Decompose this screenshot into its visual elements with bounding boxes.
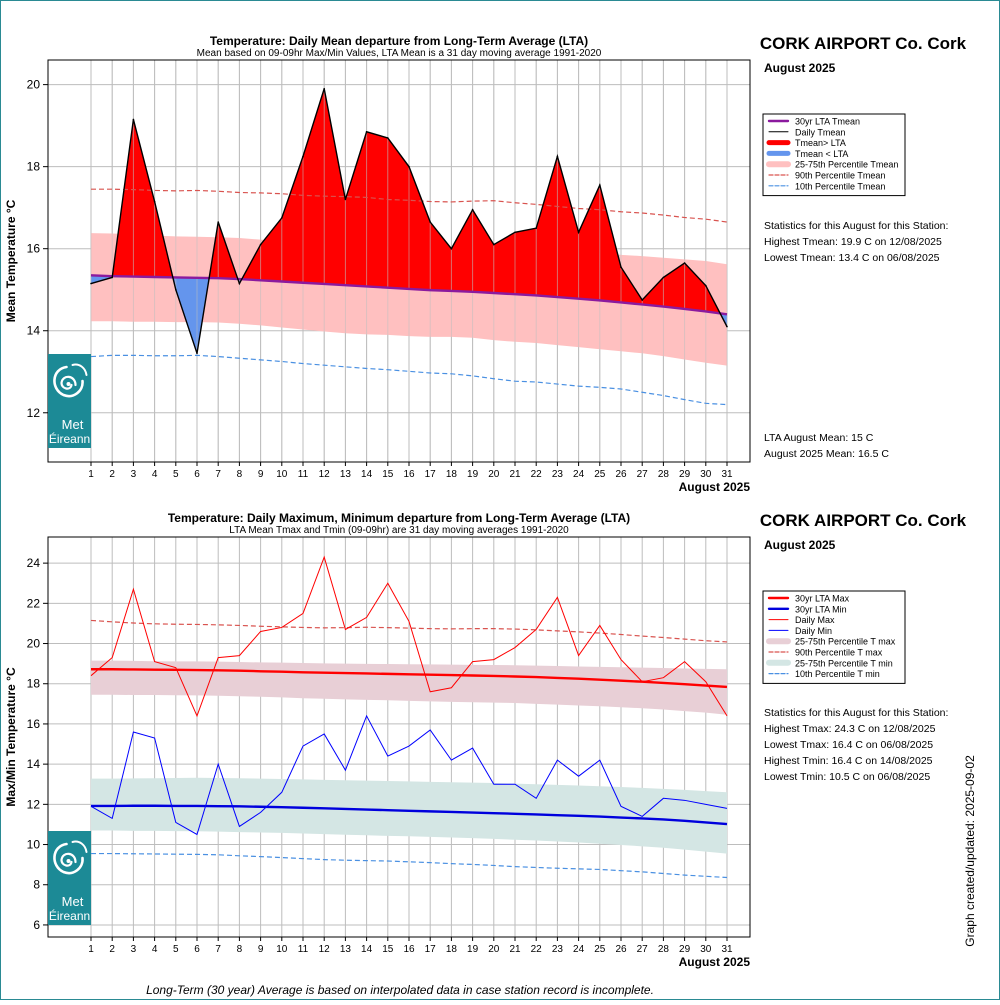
figure-border — [0, 0, 1000, 1000]
